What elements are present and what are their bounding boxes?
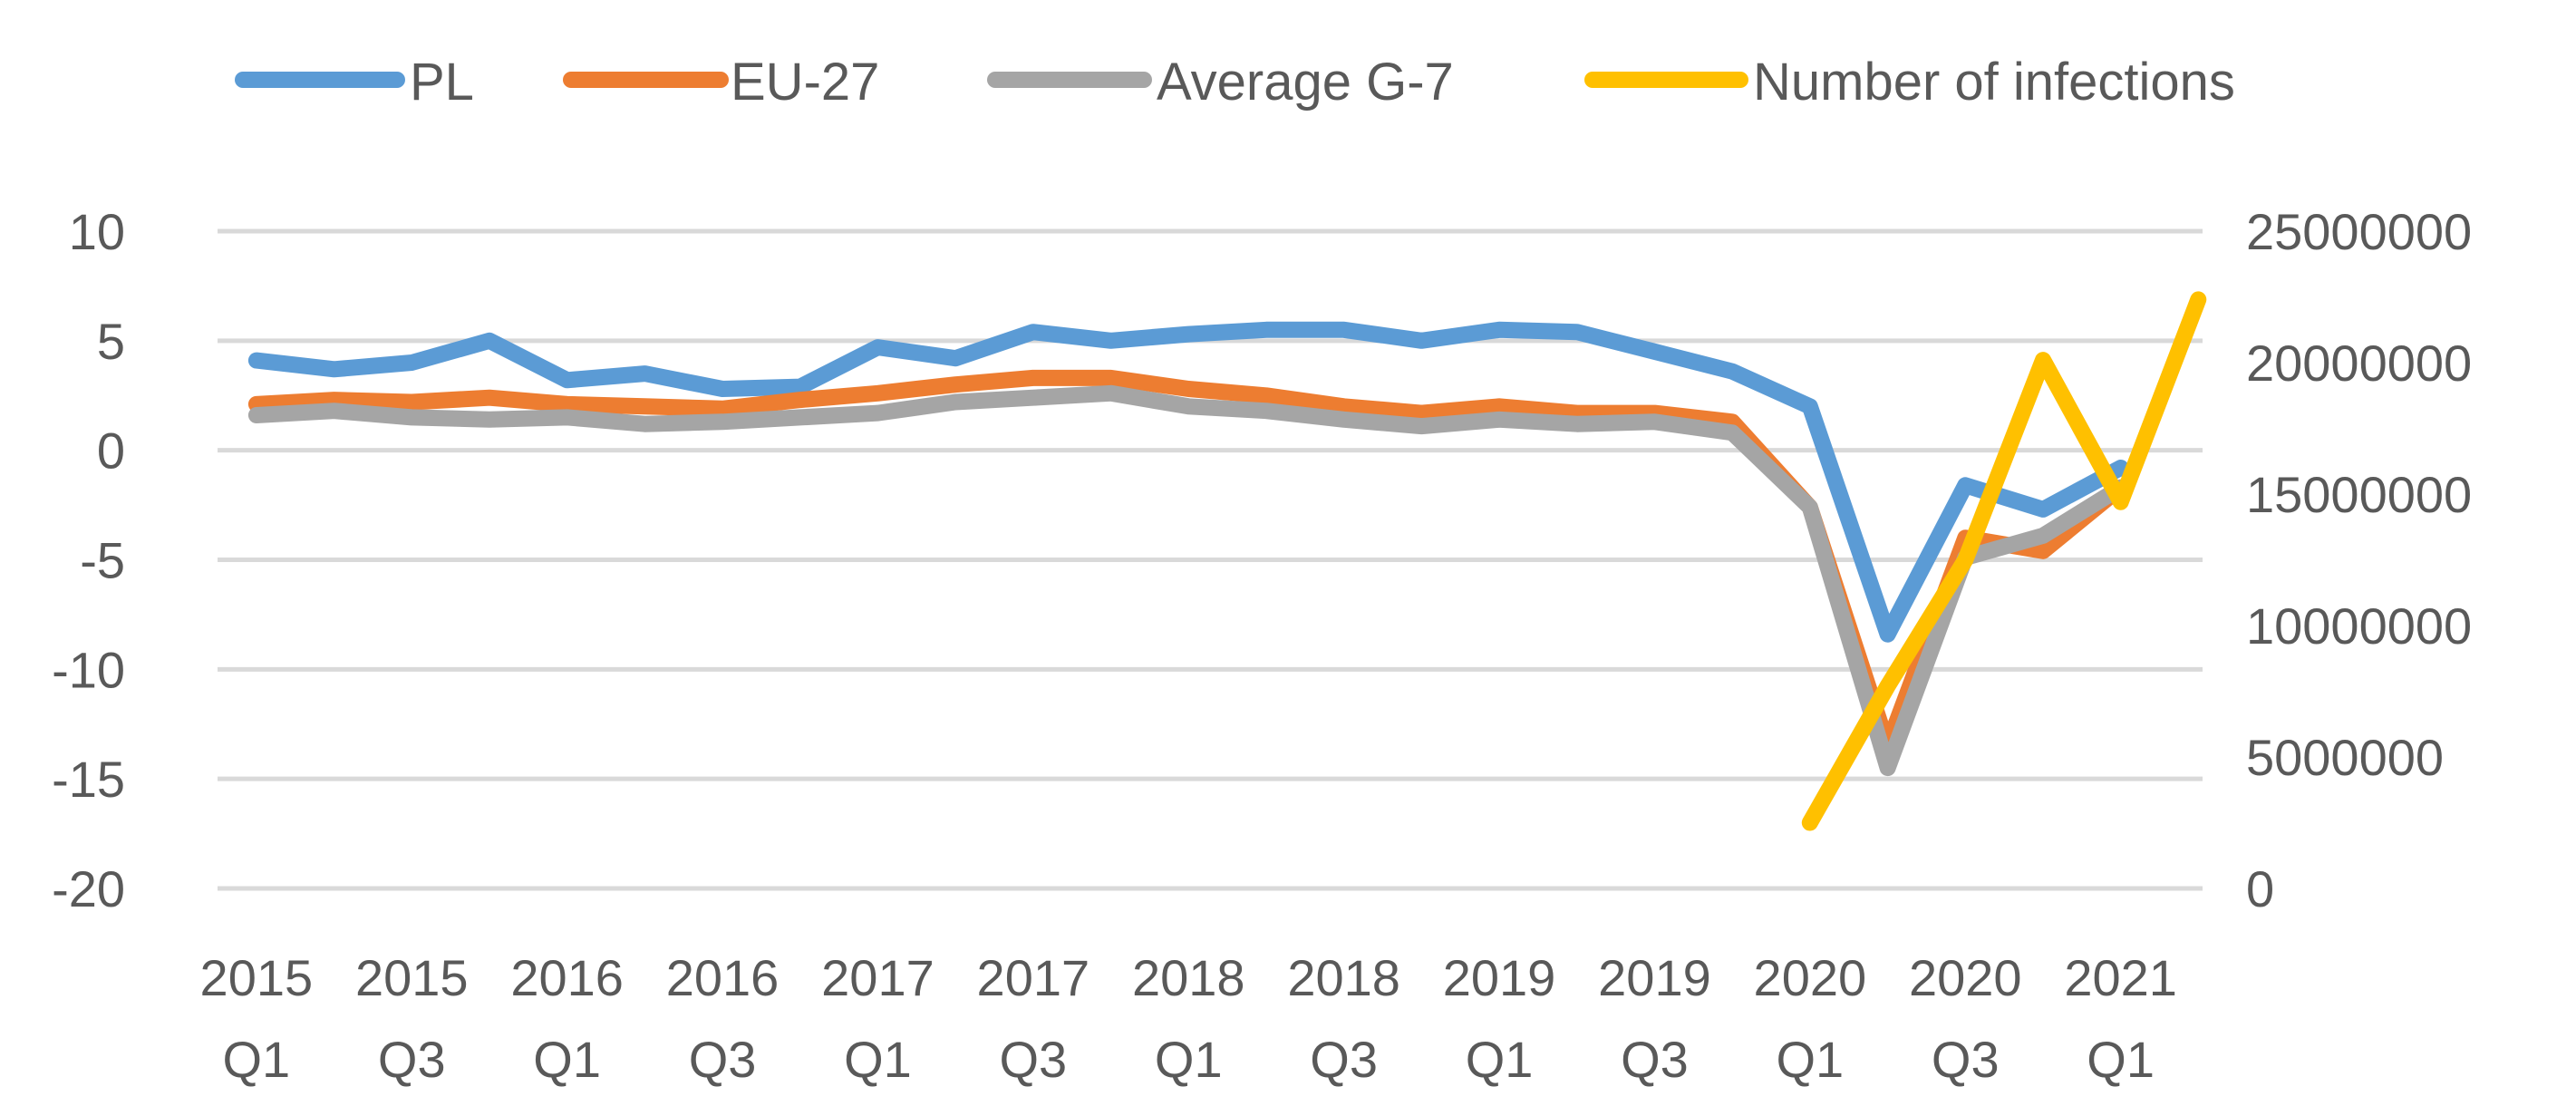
legend-label-infections: Number of infections	[1753, 53, 2235, 112]
x-tick-quarter: Q3	[999, 1031, 1067, 1088]
legend: PL EU-27 Average G-7 Number of infection…	[235, 53, 2235, 112]
right-tick-label: 20000000	[2246, 335, 2472, 392]
x-tick-label: 2018 Q1	[1132, 949, 1245, 1088]
x-tick-label: 2017 Q3	[977, 949, 1090, 1088]
x-tick-year: 2016	[666, 949, 780, 1006]
right-tick-label: 25000000	[2246, 203, 2472, 260]
x-tick-year: 2015	[355, 949, 469, 1006]
legend-item-eu27: EU-27	[563, 53, 879, 112]
x-tick-year: 2018	[1132, 949, 1245, 1006]
x-tick-label: 2015 Q3	[355, 949, 469, 1088]
legend-label-average-g7: Average G-7	[1157, 53, 1454, 112]
left-tick-label: 5	[97, 313, 125, 370]
legend-label-pl: PL	[410, 53, 474, 112]
left-tick-label: -5	[80, 532, 125, 589]
x-tick-year: 2017	[977, 949, 1090, 1006]
x-tick-year: 2019	[1598, 949, 1711, 1006]
legend-item-average-g7: Average G-7	[987, 53, 1454, 112]
x-tick-quarter: Q1	[2087, 1031, 2155, 1088]
x-tick-label: 2019 Q1	[1443, 949, 1556, 1088]
x-tick-label: 2016 Q3	[666, 949, 780, 1088]
x-tick-quarter: Q3	[1932, 1031, 2000, 1088]
x-tick-label: 2020 Q1	[1754, 949, 1867, 1088]
x-tick-quarter: Q3	[689, 1031, 757, 1088]
series-line-pl	[247, 321, 2129, 643]
series-layer	[247, 291, 2207, 831]
right-tick-label: 5000000	[2246, 729, 2444, 786]
x-tick-year: 2016	[510, 949, 624, 1006]
x-tick-quarter: Q1	[844, 1031, 912, 1088]
x-tick-label: 2016 Q1	[510, 949, 624, 1088]
left-tick-label: 10	[69, 203, 125, 260]
x-tick-label: 2021 Q1	[2064, 949, 2177, 1088]
legend-item-pl: PL	[235, 53, 474, 112]
legend-item-infections: Number of infections	[1584, 53, 2235, 112]
right-y-axis: 25000000 20000000 15000000 10000000 5000000 0	[2246, 203, 2472, 917]
x-tick-quarter: Q3	[378, 1031, 446, 1088]
x-tick-year: 2018	[1287, 949, 1400, 1006]
x-tick-year: 2019	[1443, 949, 1556, 1006]
x-tick-quarter: Q1	[222, 1031, 290, 1088]
x-tick-quarter: Q3	[1621, 1031, 1689, 1088]
left-y-axis: 10 5 0 -5 -10 -15 -20	[52, 203, 125, 917]
right-tick-label: 0	[2246, 860, 2274, 917]
x-tick-year: 2020	[1754, 949, 1867, 1006]
x-tick-quarter: Q3	[1310, 1031, 1378, 1088]
x-tick-label: 2018 Q3	[1287, 949, 1400, 1088]
right-tick-label: 15000000	[2246, 466, 2472, 523]
series-line-average-g-7	[247, 384, 2129, 777]
right-tick-label: 10000000	[2246, 597, 2472, 655]
x-tick-year: 2021	[2064, 949, 2177, 1006]
series-line-number-of-infections	[1801, 291, 2207, 831]
x-tick-quarter: Q1	[1466, 1031, 1534, 1088]
x-tick-label: 2019 Q3	[1598, 949, 1711, 1088]
x-tick-label: 2017 Q1	[821, 949, 935, 1088]
x-tick-quarter: Q1	[533, 1031, 601, 1088]
legend-label-eu27: EU-27	[731, 53, 879, 112]
x-tick-year: 2017	[821, 949, 935, 1006]
left-tick-label: 0	[97, 422, 125, 480]
x-tick-quarter: Q1	[1155, 1031, 1223, 1088]
x-axis: 2015Q12015Q32016Q12016Q32017Q12017Q32018…	[200, 949, 2177, 1088]
x-tick-label: 2015 Q1	[200, 949, 314, 1088]
x-tick-year: 2020	[1909, 949, 2022, 1006]
x-tick-year: 2015	[200, 949, 314, 1006]
x-tick-label: 2020 Q3	[1909, 949, 2022, 1088]
left-tick-label: -20	[52, 860, 125, 917]
left-tick-label: -10	[52, 641, 125, 698]
x-tick-quarter: Q1	[1776, 1031, 1844, 1088]
left-tick-label: -15	[52, 751, 125, 808]
